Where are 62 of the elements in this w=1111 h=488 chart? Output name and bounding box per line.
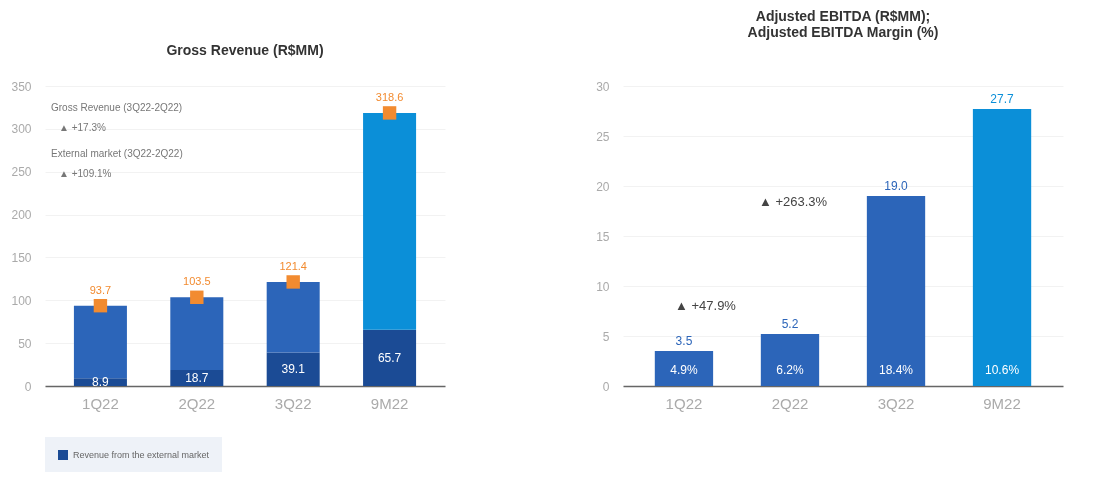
annotation: 4.9% [670, 363, 698, 377]
x-tick-label: 2Q22 [771, 394, 809, 412]
bar [266, 352, 320, 386]
y-tick-label: 10 [596, 279, 610, 294]
legend-label: Revenue from the external market [73, 450, 210, 460]
data-label: 19.0 [884, 179, 909, 193]
chart-title: Gross Revenue (R$MM) [166, 42, 324, 58]
data-label: 93.7 [89, 283, 112, 296]
annotation: Gross Revenue (3Q22-2Q22) [51, 102, 183, 113]
y-tick-label: 50 [18, 336, 32, 351]
bar [866, 196, 926, 386]
bar [363, 329, 417, 386]
data-label: 318.6 [375, 90, 404, 103]
y-tick-label: 25 [596, 129, 610, 144]
bar [73, 305, 127, 379]
point [93, 298, 108, 313]
x-tick-label: 1Q22 [665, 394, 703, 412]
bar [654, 351, 714, 386]
chart-title: Adjusted EBITDA (R$MM); Adjusted EBITDA Margin (%) [747, 8, 939, 40]
x-tick-label: 3Q22 [274, 394, 312, 412]
y-tick-label: 0 [602, 379, 610, 394]
data-label: 103.5 [183, 275, 211, 288]
annotation: 6.2% [776, 363, 804, 377]
data-label: 39.1 [281, 362, 306, 377]
bar [363, 112, 417, 330]
point [286, 275, 300, 289]
y-tick-label: 250 [11, 165, 32, 180]
y-tick-label: 15 [596, 229, 610, 244]
data-label: 65.7 [377, 350, 402, 365]
y-tick-label: 0 [24, 379, 32, 394]
bar [760, 334, 820, 386]
x-tick-label: 2Q22 [178, 394, 216, 412]
data-label: 5.2 [781, 317, 799, 331]
point [190, 290, 204, 304]
x-tick-label: 9M22 [983, 394, 1021, 412]
y-tick-label: 100 [11, 293, 32, 308]
bar [266, 281, 320, 353]
bar [972, 109, 1032, 386]
y-tick-label: 30 [596, 79, 610, 94]
point [382, 106, 397, 120]
y-tick-label: 200 [11, 208, 32, 223]
bar [170, 297, 224, 370]
annotation: ▲ +263.3% [759, 194, 828, 209]
data-label: 27.7 [990, 92, 1015, 106]
y-tick-label: 350 [11, 79, 32, 94]
data-label: 8.9 [92, 375, 110, 390]
data-label: 18.7 [185, 370, 209, 385]
y-tick-label: 150 [11, 250, 32, 265]
y-tick-label: 5 [602, 329, 610, 344]
x-tick-label: 1Q22 [82, 394, 119, 412]
data-label: 121.4 [279, 259, 307, 272]
x-tick-label: 3Q22 [877, 394, 915, 412]
data-label: 3.5 [675, 334, 693, 348]
annotation: 18.4% [879, 363, 914, 377]
annotation: 10.6% [985, 363, 1020, 377]
annotation: ▲ +109.1% [59, 168, 112, 179]
annotation: ▲ +47.9% [675, 298, 737, 313]
annotation: ▲ +17.3% [59, 122, 106, 133]
y-tick-label: 20 [596, 179, 610, 194]
annotation: External market (3Q22-2Q22) [51, 148, 183, 159]
y-tick-label: 300 [11, 122, 32, 137]
x-tick-label: 9M22 [370, 394, 409, 412]
